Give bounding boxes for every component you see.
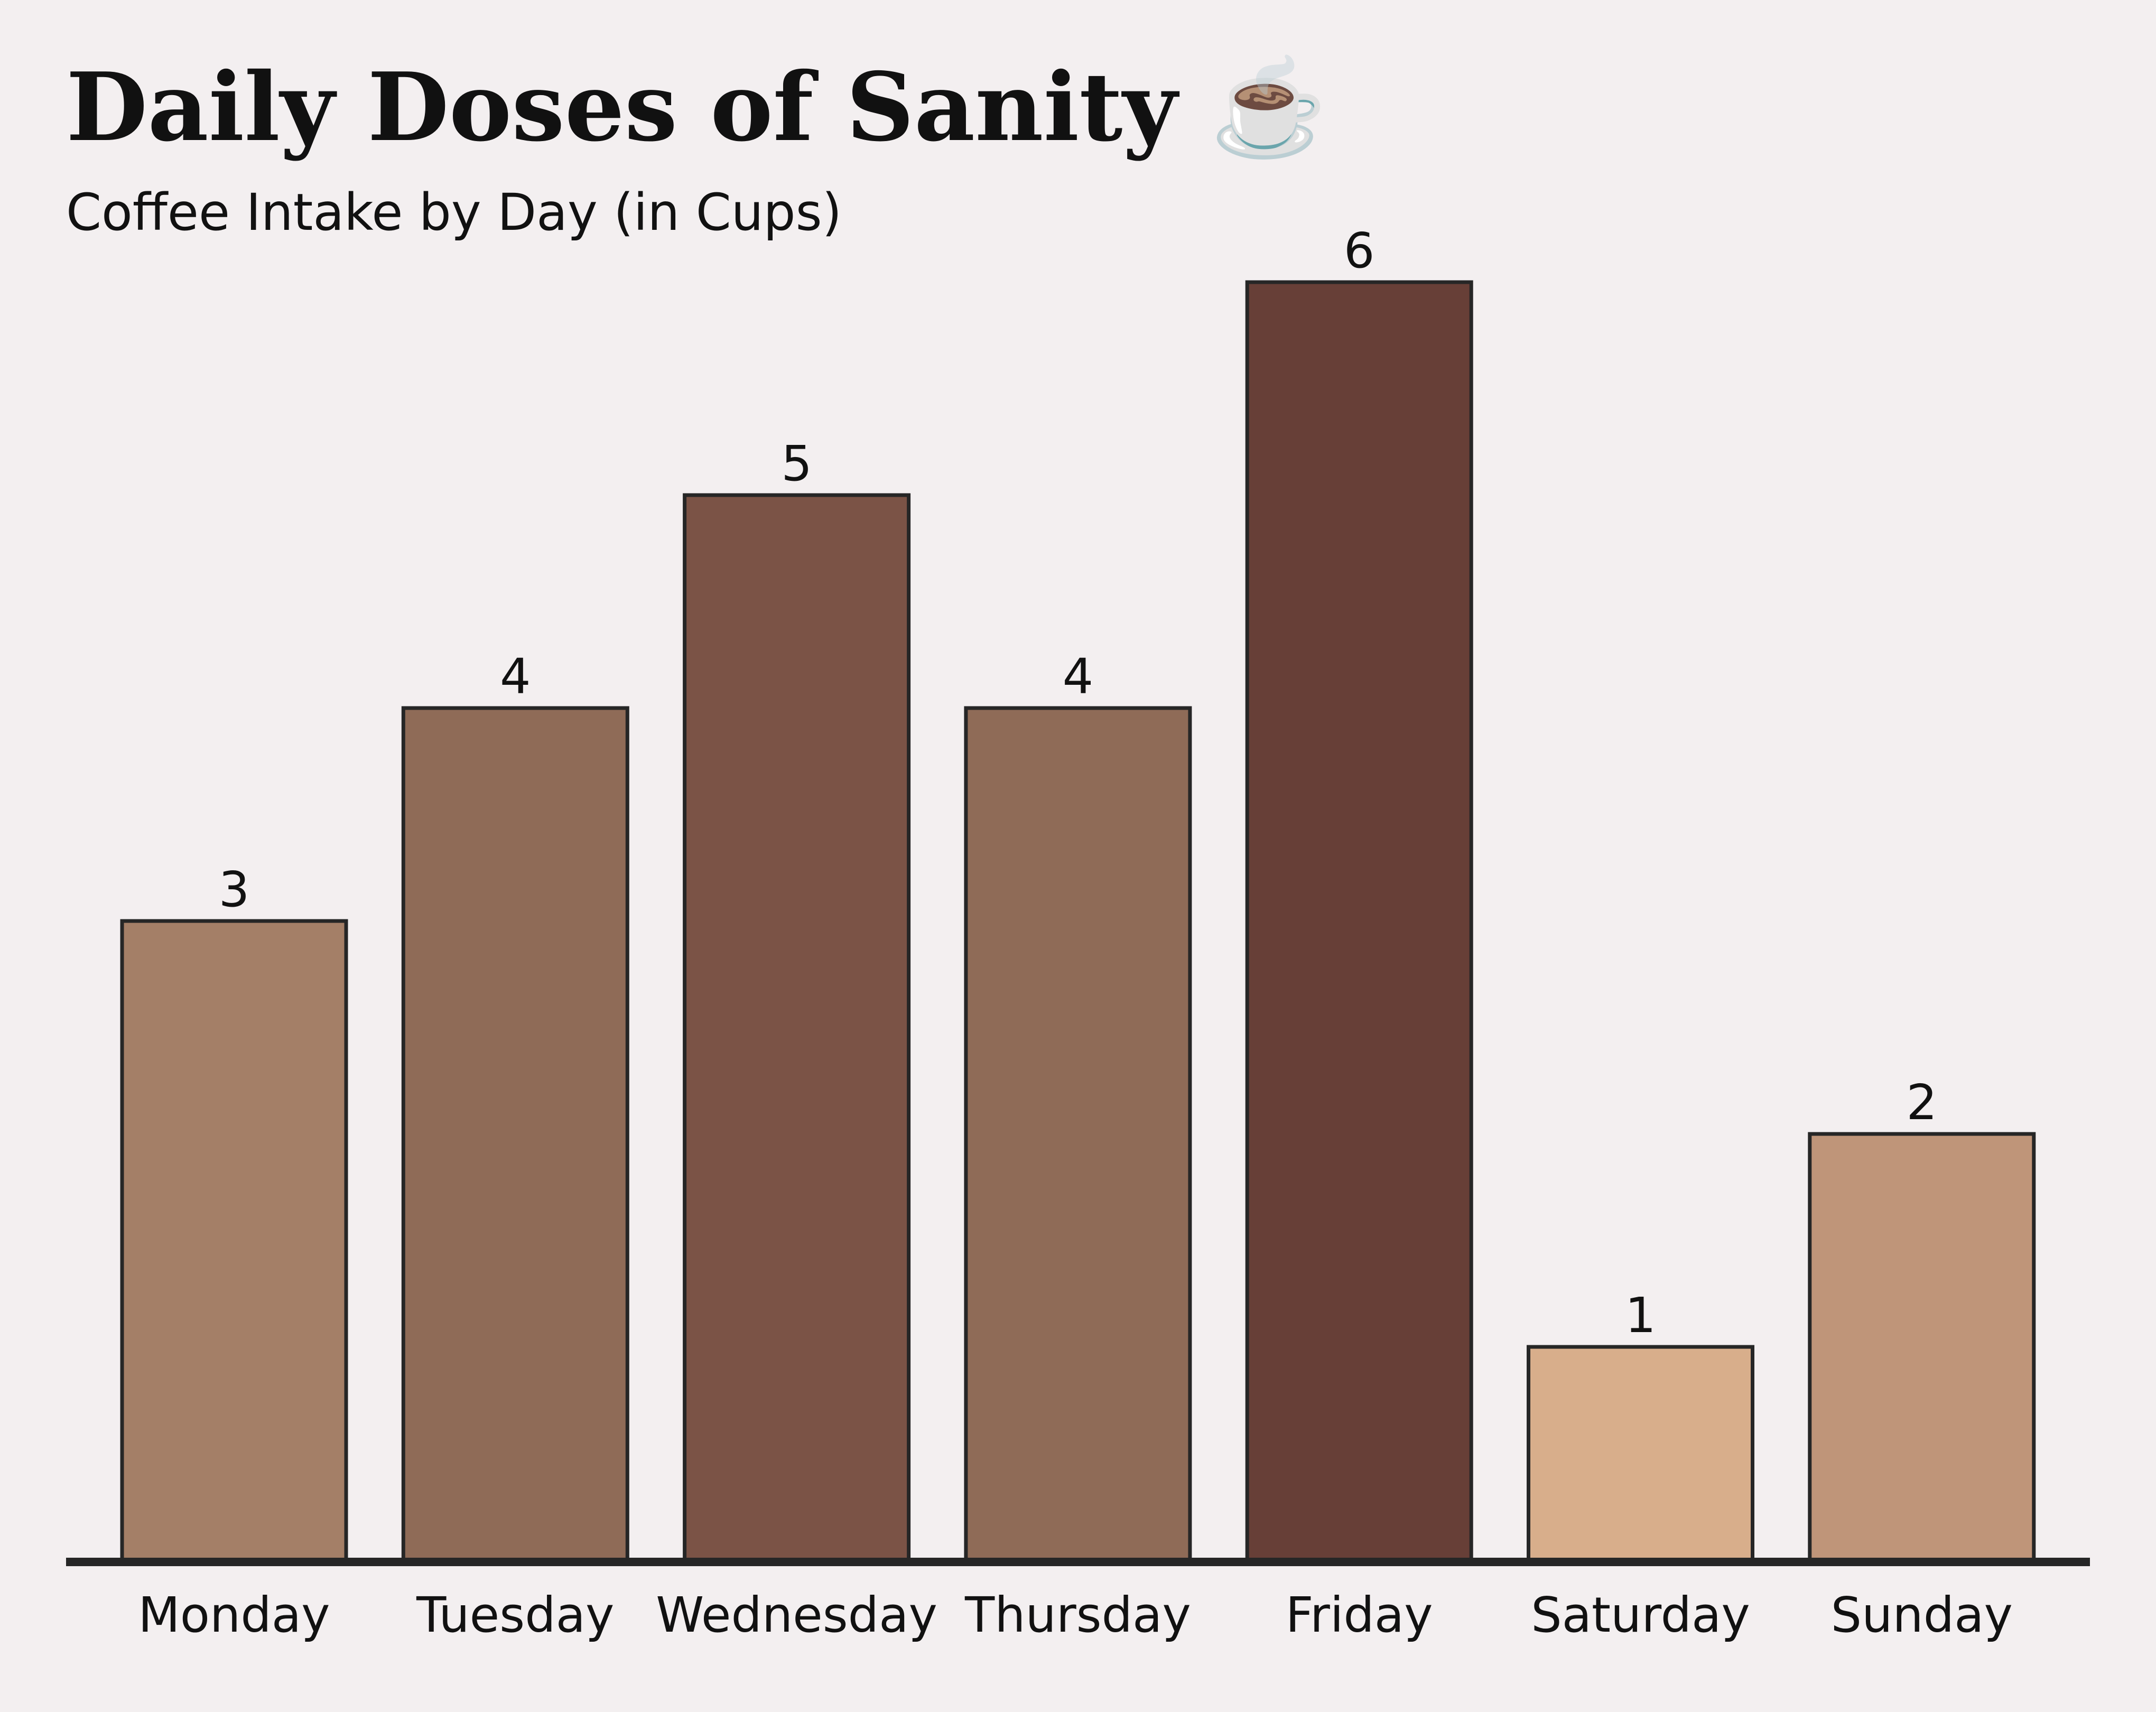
- data-labels-layer: 3 4 5 4 6 1 2: [219, 222, 1937, 1344]
- data-label-tuesday: 4: [500, 648, 531, 705]
- x-tick-label-saturday: Saturday: [1531, 1587, 1750, 1643]
- chart-title: Daily Doses of Sanity ☕: [66, 52, 1327, 162]
- data-label-saturday: 1: [1625, 1287, 1656, 1344]
- data-label-monday: 3: [219, 861, 250, 918]
- data-label-thursday: 4: [1063, 648, 1094, 705]
- chart-subtitle: Coffee Intake by Day (in Cups): [66, 183, 842, 242]
- data-label-wednesday: 5: [781, 435, 812, 492]
- bar-sunday: [1808, 1132, 2036, 1562]
- bar-saturday: [1527, 1345, 1754, 1562]
- bar-monday: [120, 919, 348, 1562]
- data-label-sunday: 2: [1907, 1074, 1938, 1131]
- x-tick-label-thursday: Thursday: [964, 1587, 1191, 1643]
- x-tick-labels-layer: Monday Tuesday Wednesday Thursday Friday Satu…: [138, 1587, 2013, 1643]
- x-tick-label-friday: Friday: [1286, 1587, 1433, 1643]
- data-label-friday: 6: [1344, 222, 1375, 279]
- bar-friday: [1245, 280, 1473, 1562]
- x-tick-label-tuesday: Tuesday: [416, 1587, 614, 1643]
- x-tick-label-wednesday: Wednesday: [656, 1587, 937, 1643]
- bar-wednesday: [683, 493, 911, 1562]
- x-tick-label-monday: Monday: [138, 1587, 330, 1643]
- bar-thursday: [964, 706, 1192, 1562]
- x-tick-label-sunday: Sunday: [1831, 1587, 2013, 1643]
- bar-tuesday: [401, 706, 629, 1562]
- bars-layer: [120, 280, 2036, 1562]
